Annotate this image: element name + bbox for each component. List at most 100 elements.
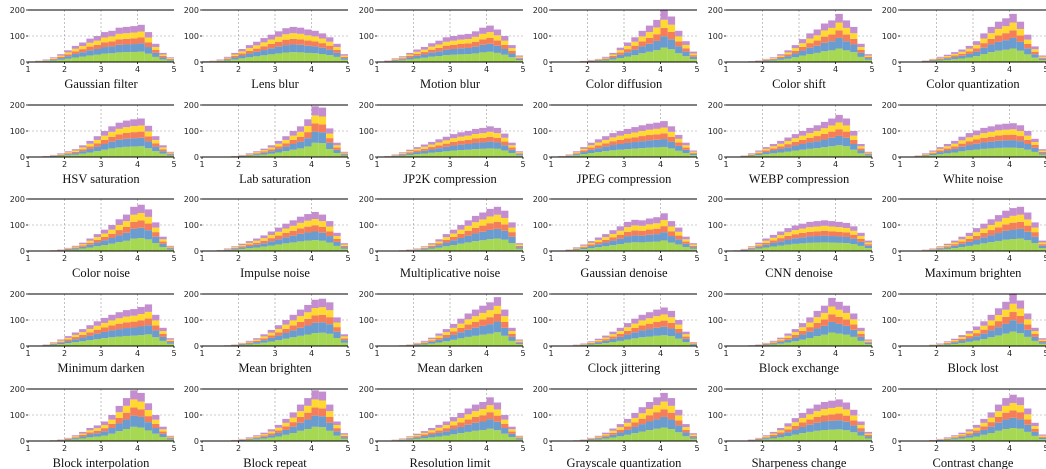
bar-segment	[828, 420, 836, 430]
bar-segment	[267, 341, 275, 346]
bar-segment	[326, 422, 334, 431]
bar-segment	[64, 58, 72, 62]
y-tick-label: 0	[892, 437, 897, 446]
bar-segment	[850, 319, 858, 325]
bar-segment	[471, 404, 480, 412]
y-tick-label: 0	[892, 58, 897, 67]
bar-segment	[122, 240, 131, 251]
y-tick-label: 200	[533, 385, 548, 394]
bar-segment	[479, 225, 487, 232]
bar-segment	[835, 22, 843, 31]
bar-segment	[682, 147, 690, 150]
bar-segment	[289, 422, 297, 427]
bar-segment	[594, 341, 603, 343]
bar-segment	[442, 428, 450, 432]
bar-segment	[57, 59, 65, 62]
bar-segment	[71, 57, 80, 62]
bar-segment	[260, 334, 268, 337]
bar-segment	[857, 146, 865, 149]
bar-segment	[1002, 26, 1010, 34]
bar-segment	[275, 41, 283, 47]
bar-segment	[130, 26, 138, 33]
bar-segment	[747, 154, 756, 155]
y-tick-label: 200	[10, 195, 25, 204]
bar-segment	[638, 330, 646, 338]
bar-segment	[777, 432, 785, 435]
bar-segment	[965, 437, 973, 441]
bar-segment	[958, 241, 966, 244]
bar-segment	[828, 242, 836, 251]
bar-segment	[762, 342, 770, 344]
bar-segment	[572, 152, 581, 154]
bar-segment	[675, 338, 683, 346]
bar-segment	[296, 309, 305, 317]
bar-segment	[929, 153, 937, 156]
bar-segment	[296, 327, 305, 336]
bar-segment	[806, 133, 814, 138]
bar-segment	[260, 435, 268, 437]
bar-segment	[86, 42, 94, 47]
bar-segment	[471, 142, 480, 150]
bar-segment	[442, 37, 450, 42]
bar-segment	[602, 56, 610, 58]
bar-segment	[594, 342, 603, 344]
bar-segment	[609, 434, 617, 438]
bar-segment	[973, 424, 981, 428]
bar-segment	[115, 128, 123, 135]
bar-segment	[980, 426, 988, 430]
bar-segment	[820, 402, 829, 410]
bar-segment	[450, 44, 458, 49]
bar-segment	[1038, 57, 1046, 59]
bar-segment	[464, 235, 472, 243]
bar-segment	[508, 152, 516, 157]
bar-segment	[428, 52, 436, 57]
bar-segment	[311, 106, 319, 116]
bar-segment	[289, 412, 297, 418]
bar-segment	[762, 240, 770, 243]
bar-segment	[806, 327, 814, 332]
bar-segment	[122, 127, 131, 133]
bar-segment	[616, 226, 624, 231]
bar-segment	[609, 338, 617, 342]
x-tick-label: 4	[484, 160, 489, 169]
bar-segment	[326, 55, 334, 62]
bar-segment	[850, 44, 858, 53]
x-tick-label: 4	[135, 254, 140, 263]
bar-segment	[660, 314, 668, 321]
bar-segment	[602, 246, 610, 251]
bar-segment	[1009, 147, 1017, 157]
bar-segment	[857, 144, 865, 147]
bar-segment	[631, 127, 639, 133]
bar-segment	[936, 150, 944, 153]
bar-segment	[951, 244, 959, 246]
bar-segment	[130, 315, 138, 322]
bar-segment	[799, 55, 807, 62]
bar-segment	[587, 147, 595, 150]
bar-segment	[1002, 40, 1010, 50]
bar-segment	[624, 236, 632, 243]
bar-segment	[653, 34, 661, 41]
bar-segment	[857, 333, 865, 337]
x-tick-label: 3	[796, 254, 801, 263]
bar-segment	[159, 429, 167, 432]
x-tick-label: 4	[1007, 160, 1012, 169]
bar-segment	[486, 324, 494, 334]
bar-segment	[238, 51, 246, 54]
bar-segment	[311, 426, 319, 441]
bar-segment	[769, 433, 778, 435]
bar-segment	[987, 325, 995, 331]
bar-segment	[987, 422, 995, 427]
bar-segment	[428, 149, 436, 153]
bar-segment	[638, 46, 646, 54]
bar-segment	[493, 52, 502, 62]
bar-segment	[1031, 142, 1039, 145]
bar-segment	[49, 342, 58, 344]
bar-segment	[747, 246, 756, 248]
bar-segment	[435, 241, 443, 244]
bar-segment	[857, 421, 865, 426]
bar-segment	[660, 320, 668, 327]
bar-segment	[479, 137, 487, 143]
bar-segment	[631, 137, 639, 143]
bar-segment	[1009, 238, 1017, 251]
